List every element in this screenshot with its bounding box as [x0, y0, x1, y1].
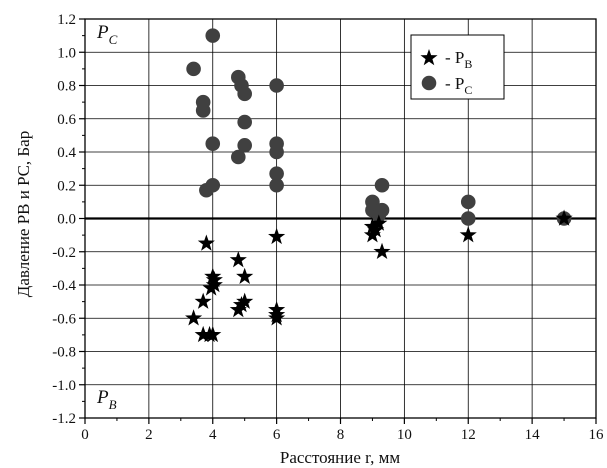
series-circle — [186, 28, 571, 225]
y-tick-label: 0.0 — [57, 212, 76, 228]
y-tick-labels: -1.2 -1.0 -0.8 -0.6 -0.4 -0.2 0.0 0.2 0.4 0.6 0.8 1… — [52, 12, 76, 427]
x-tick-label: 8 — [337, 427, 345, 443]
x-tick-label: 4 — [209, 427, 217, 443]
data-point-pc — [269, 178, 284, 193]
x-axis-title: Расстояние r, мм — [280, 448, 401, 467]
legend: - PB - PC — [411, 35, 504, 99]
x-tick-label: 2 — [145, 427, 153, 443]
y-tick-label: 0.2 — [57, 178, 76, 194]
data-point-pc — [205, 136, 220, 151]
x-tick-labels: 0 2 4 6 8 10 12 14 16 — [81, 427, 604, 443]
data-point-pc — [269, 78, 284, 93]
y-tick-label: 0.6 — [57, 112, 76, 128]
y-tick-label: 0.4 — [57, 145, 76, 161]
region-label-bottom: PB — [96, 387, 117, 412]
y-tick-label: 1.2 — [57, 12, 76, 28]
data-point-pc — [237, 87, 252, 102]
y-axis-title: Давление PB и PC, Бар — [14, 131, 33, 297]
data-point-pb — [230, 251, 247, 267]
data-point-pc — [186, 62, 201, 77]
x-tick-label: 10 — [397, 427, 412, 443]
data-point-pb — [195, 293, 212, 309]
x-tick-label: 0 — [81, 427, 89, 443]
data-point-pc — [461, 211, 476, 226]
data-point-pc — [237, 115, 252, 130]
y-tick-label: -0.8 — [52, 345, 76, 361]
y-tick-label: -1.0 — [52, 378, 76, 394]
region-label-top: PC — [96, 22, 118, 47]
data-point-pc — [375, 178, 390, 193]
axis-ticks — [79, 19, 596, 424]
y-tick-label: 1.0 — [57, 45, 76, 61]
data-point-pc — [237, 138, 252, 153]
y-tick-label: 0.8 — [57, 79, 76, 95]
y-tick-label: -0.2 — [52, 245, 76, 261]
data-point-pc — [375, 203, 390, 218]
y-tick-label: -0.6 — [52, 311, 76, 327]
legend-circle — [422, 76, 437, 91]
data-point-pc — [205, 178, 220, 193]
x-tick-label: 16 — [589, 427, 605, 443]
data-point-pc — [196, 103, 211, 118]
data-point-pc — [461, 195, 476, 210]
y-tick-label: -1.2 — [52, 411, 76, 427]
data-point-pb — [185, 309, 202, 325]
x-tick-label: 12 — [461, 427, 476, 443]
x-tick-label: 6 — [273, 427, 281, 443]
x-tick-label: 14 — [525, 427, 541, 443]
data-point-pb — [236, 268, 253, 284]
y-tick-label: -0.4 — [52, 278, 76, 294]
data-point-pb — [373, 243, 390, 259]
data-point-pc — [205, 28, 220, 43]
series-star — [185, 210, 573, 343]
legend-marker-circle — [422, 76, 437, 91]
data-point-pc — [269, 145, 284, 160]
